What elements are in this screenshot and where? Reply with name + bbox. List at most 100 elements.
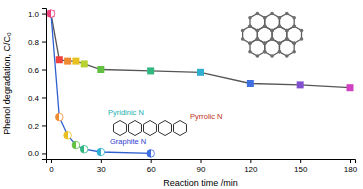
chart: 0 30 60 90 120 150 180 0.0 0.2 0.4 0.6 0.8 1.0 Reacti… [0,0,363,189]
annotation: Pyridinic N [108,108,144,117]
molecule-atom [270,29,274,33]
y-tick-mark [42,153,46,154]
molecule-atom [256,37,260,41]
y-axis-title: Phenol degradation, C/C₀ [2,32,12,135]
circle-marker [47,10,55,18]
x-tick-label: 120 [244,165,258,174]
x-tick: 0 [49,159,54,174]
molecule-atom [285,37,289,41]
molecule-atom [292,50,296,54]
series-line [51,14,151,154]
x-tick: 150 [294,159,308,174]
y-tick-mark [42,42,46,43]
y-tick-label: 0.2 [28,122,40,131]
molecule-atom [278,41,282,45]
molecule-atom [241,37,245,41]
molecule-atom [270,12,274,16]
molecule-atom [263,50,267,54]
circle-marker [55,113,63,121]
molecule-ring [265,39,280,56]
molecule-atom [278,16,282,20]
y-tick: 0.2 [28,122,46,131]
y-tick: 0.4 [28,94,46,103]
y-tick: 0.8 [28,38,46,47]
annotation: Graphite N [110,137,146,146]
x-tick-mark [250,159,251,163]
molecule-atom [285,37,289,41]
molecule-illustration [114,121,187,136]
molecule-atom [263,16,267,20]
plot-area [47,10,353,157]
molecule-atom [278,24,282,28]
y-tick-label: 0.8 [28,38,40,47]
molecule-ring [159,121,172,136]
circle-marker [147,150,155,158]
molecule-atom [256,29,260,33]
molecule-atom [278,24,282,28]
molecule-atom [270,29,274,33]
x-tick-mark [300,159,301,163]
x-tick-mark [51,159,52,163]
molecule-atom [263,41,267,45]
molecule-atom [292,24,296,28]
x-tick-label: 90 [197,165,206,174]
series-line [51,14,350,88]
x-tick: 60 [147,159,156,174]
x-axis-title: Reaction time /min [163,178,238,188]
x-axis: 0 30 60 90 120 150 180 [47,159,358,174]
axis-line [42,9,47,160]
y-tick: 0.0 [28,149,46,158]
molecule-atom [270,37,274,41]
molecule-ring [174,121,187,136]
circle-marker [80,145,88,153]
molecule-atom [292,24,296,28]
x-tick-label: 0 [49,165,54,174]
molecule-atom [263,41,267,45]
y-tick-label: 0.4 [28,94,40,103]
y-tick-mark [42,14,46,15]
y-tick-label: 0.6 [28,66,40,75]
y-tick: 1.0 [28,10,46,19]
molecule-atom [292,16,296,20]
molecule-atom [263,24,267,28]
molecule-ring [250,39,265,56]
square-marker [247,80,254,87]
square-marker [56,56,63,63]
molecule-atom [285,54,289,58]
molecule-atom [278,50,282,54]
molecule-ring [129,121,142,136]
molecule-atom [292,41,296,45]
x-tick-label: 150 [294,165,308,174]
square-marker [147,67,154,74]
molecule-atom [248,16,252,20]
x-tick-mark [151,159,152,163]
molecule-atom [263,24,267,28]
annotation: Pyrrolic N [190,112,223,121]
molecule-atom [248,24,252,28]
molecule-atom [285,29,289,33]
molecule-atom [278,41,282,45]
square-marker [64,58,71,65]
x-tick-mark [101,159,102,163]
molecule-atom [248,41,252,45]
molecule-atom [278,24,282,28]
molecule-atom [270,29,274,33]
molecule-atom [285,29,289,33]
square-marker [72,58,79,65]
molecule-atom [300,29,304,33]
square-marker [47,10,54,17]
molecule-atom [263,50,267,54]
molecule-atom [278,50,282,54]
molecule-atom [256,29,260,33]
square-marker [197,69,204,76]
circle-marker [72,141,80,149]
molecule-ring [144,121,157,136]
x-tick-label: 180 [344,165,358,174]
molecule-atom [256,54,260,58]
x-tick: 120 [244,159,258,174]
molecule-atom [263,24,267,28]
x-tick-label: 30 [97,165,106,174]
molecule-atom [256,37,260,41]
y-tick-mark [42,97,46,98]
molecule-atom [256,37,260,41]
